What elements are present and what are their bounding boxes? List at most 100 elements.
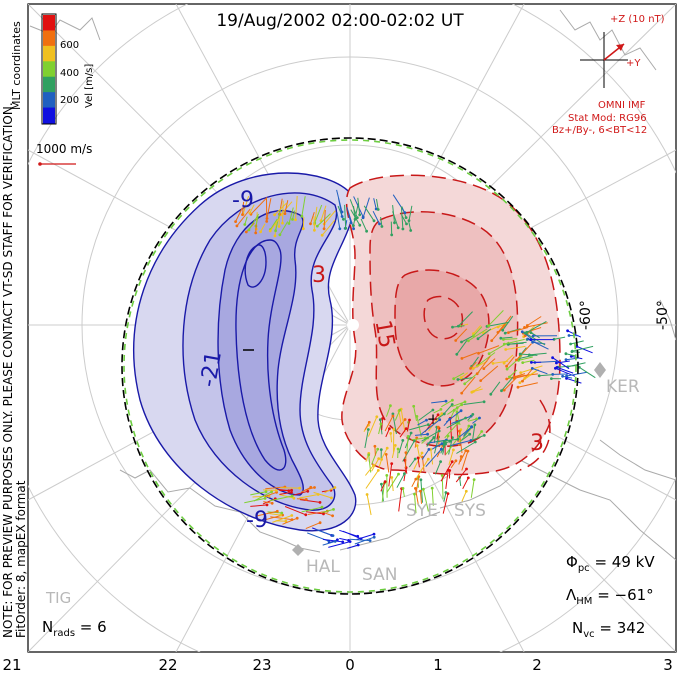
station-label-tig: TIG <box>45 589 71 607</box>
contour-line <box>244 244 267 288</box>
velocity-vector <box>459 450 467 463</box>
velocity-vector-origin <box>290 514 294 517</box>
velocity-vector-origin <box>368 539 372 542</box>
velocity-vector-origin <box>336 538 339 542</box>
velocity-vector-origin <box>471 413 475 416</box>
velocity-vector <box>490 381 501 395</box>
velocity-vector-origin <box>414 477 418 481</box>
velocity-vector <box>398 440 404 454</box>
colorbar-tick-400: 400 <box>60 68 79 79</box>
velocity-vector <box>434 461 442 475</box>
velocity-vector-origin <box>475 417 478 421</box>
velocity-vector-origin <box>530 367 534 370</box>
velocity-vector <box>313 491 332 499</box>
velocity-vector <box>250 504 268 507</box>
velocity-vector <box>444 422 459 439</box>
fit-order-note: FitOrder: 8, mapEX format <box>14 480 28 638</box>
colorbar-cell <box>43 92 55 109</box>
velocity-vector <box>255 224 257 233</box>
velocity-vector-origin <box>473 440 477 444</box>
contour-label: -9 <box>232 188 254 213</box>
velocity-vector <box>381 483 385 502</box>
velocity-vector <box>367 416 378 437</box>
station-label-hal: HAL <box>306 557 340 577</box>
velocity-vector <box>242 201 245 215</box>
stat-lambda-symbol: Λ <box>566 586 577 604</box>
velocity-vector <box>414 494 417 514</box>
positive-convection-cell: + <box>341 174 561 476</box>
velocity-vector <box>267 511 282 514</box>
stat-nvc-symbol: N <box>572 619 583 637</box>
colorbar-frame <box>41 13 57 125</box>
station-marker <box>292 544 304 556</box>
contour-label: 3 <box>312 263 326 288</box>
velocity-vector-origin <box>333 540 337 543</box>
velocity-vector <box>409 424 429 431</box>
velocity-vector-origin <box>466 449 470 453</box>
velocity-vector-origin <box>243 223 247 226</box>
velocity-vector-origin <box>270 501 274 505</box>
velocity-vector-origin <box>422 487 425 491</box>
velocity-vector <box>453 372 465 380</box>
velocity-vector <box>321 219 336 236</box>
velocity-vector-origin <box>375 415 379 419</box>
velocity-vector-origin <box>476 337 480 341</box>
velocity-vector-origin <box>389 432 393 435</box>
mlt-tick-label: 3 <box>663 656 673 674</box>
velocity-vector-origin <box>409 431 413 435</box>
velocity-vector <box>321 508 334 514</box>
velocity-vector <box>263 489 277 491</box>
velocity-vector <box>446 417 466 429</box>
velocity-vector-origin <box>416 456 420 460</box>
velocity-vector-origin <box>279 513 283 517</box>
velocity-vector <box>486 321 510 327</box>
velocity-vector-origin <box>564 358 568 362</box>
velocity-vector <box>442 442 445 455</box>
velocity-vector <box>320 205 327 221</box>
velocity-vector-origin <box>516 385 520 389</box>
colorbar-cells <box>43 15 55 124</box>
stat-lambda: ΛHM = −61° <box>566 586 654 607</box>
velocity-vector-origin <box>270 490 273 494</box>
contour-label: 3 <box>530 431 544 456</box>
velocity-vector-origin <box>287 489 291 493</box>
velocity-vector <box>244 497 266 504</box>
velocity-vector-origin <box>420 451 424 455</box>
velocity-vector-origin <box>405 222 408 226</box>
velocity-vector-origin <box>393 444 397 447</box>
velocity-vector <box>566 371 588 377</box>
velocity-vector-origin <box>316 493 320 496</box>
velocity-vector-origin <box>291 218 294 221</box>
velocity-vector <box>473 388 483 392</box>
velocity-vector-origin <box>425 418 428 422</box>
coastline <box>659 299 676 341</box>
velocity-vector-origin <box>442 412 446 416</box>
velocity-vector-origin <box>372 532 376 536</box>
velocity-vector <box>497 322 508 328</box>
velocity-vector <box>428 413 443 432</box>
velocity-vector <box>373 198 377 210</box>
velocity-vector-origin <box>379 422 383 426</box>
velocity-vector <box>414 433 428 436</box>
velocity-vector-origin <box>529 338 533 341</box>
velocity-vector <box>532 367 548 375</box>
velocity-vector <box>270 516 293 521</box>
velocity-vector <box>413 406 417 421</box>
velocity-vector-origin <box>320 233 324 237</box>
velocity-vector-origin <box>376 469 380 472</box>
velocity-vector <box>556 360 570 364</box>
velocity-vector <box>503 375 519 391</box>
velocity-vector-origin <box>383 480 387 484</box>
velocity-vector-origin <box>523 331 527 335</box>
velocity-vector-origin <box>322 512 325 516</box>
velocity-vector-origin <box>389 404 392 408</box>
velocity-vector <box>488 310 504 327</box>
velocity-vector-origin <box>401 439 405 442</box>
velocity-vector-origin <box>331 514 334 518</box>
velocity-vector <box>456 340 468 355</box>
contour-line <box>182 192 338 511</box>
velocity-vector <box>339 537 349 541</box>
velocity-vector-origin <box>414 487 417 490</box>
velocity-vector-origin <box>388 427 391 431</box>
colorbar-label: Vel [m/s] <box>84 64 95 108</box>
